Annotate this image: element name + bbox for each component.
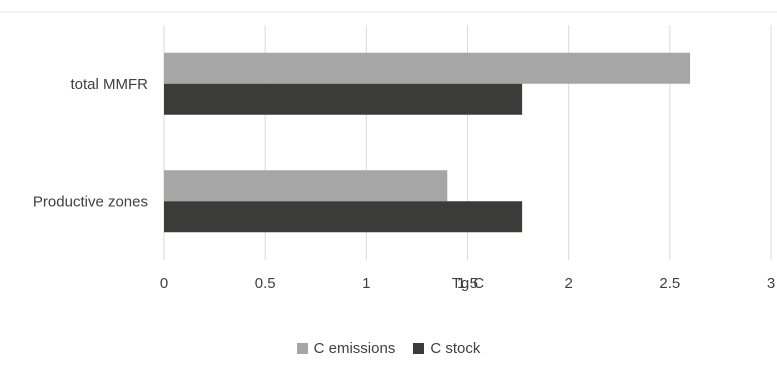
bar-c-emissions xyxy=(164,52,691,84)
x-tick-label: 3 xyxy=(767,275,775,292)
category-label: total MMFR xyxy=(70,76,148,93)
x-tick-label: 1.5 xyxy=(457,275,478,292)
legend: C emissions C stock xyxy=(0,340,777,357)
bar-c-stock xyxy=(164,201,523,233)
x-tick-label: 0.5 xyxy=(255,275,276,292)
x-tick-labels: 0 0.5 1 1.5 2 2.5 3 xyxy=(160,275,775,292)
legend-swatch-c-stock xyxy=(413,343,425,354)
bars xyxy=(164,52,691,233)
category-label: Productive zones xyxy=(33,193,148,210)
legend-item-c-stock: C stock xyxy=(413,340,480,357)
category-labels: total MMFR Productive zones xyxy=(33,76,148,211)
x-tick-label: 1 xyxy=(362,275,370,292)
x-tick-label: 2.5 xyxy=(659,275,680,292)
bar-c-emissions xyxy=(164,170,448,202)
legend-label-c-emissions: C emissions xyxy=(313,340,396,357)
legend-swatch-c-emissions xyxy=(296,343,308,354)
legend-label-c-stock: C stock xyxy=(430,340,481,357)
x-tick-label: 2 xyxy=(564,275,572,292)
x-tick-label: 0 xyxy=(160,275,168,292)
bar-c-stock xyxy=(164,83,523,115)
legend-item-c-emissions: C emissions xyxy=(296,340,396,357)
x-axis-title: Tg C xyxy=(452,275,485,292)
